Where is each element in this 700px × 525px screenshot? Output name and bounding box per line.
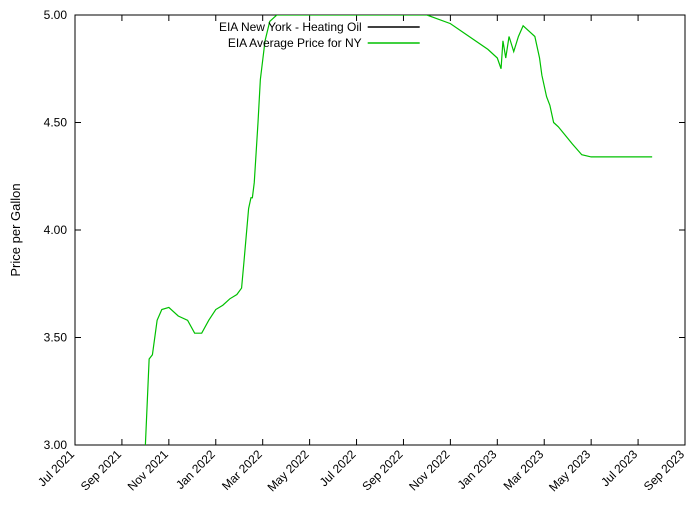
legend-label: EIA Average Price for NY: [228, 36, 362, 50]
legend-label: EIA New York - Heating Oil: [219, 20, 362, 34]
y-tick-label: 4.00: [44, 223, 68, 237]
price-line-chart: 3.003.504.004.505.00Jul 2021Sep 2021Nov …: [0, 0, 700, 525]
chart-bg: [0, 0, 700, 525]
y-tick-label: 5.00: [44, 8, 68, 22]
y-tick-label: 4.50: [44, 116, 68, 130]
y-axis-title: Price per Gallon: [8, 183, 23, 276]
y-tick-label: 3.50: [44, 331, 68, 345]
